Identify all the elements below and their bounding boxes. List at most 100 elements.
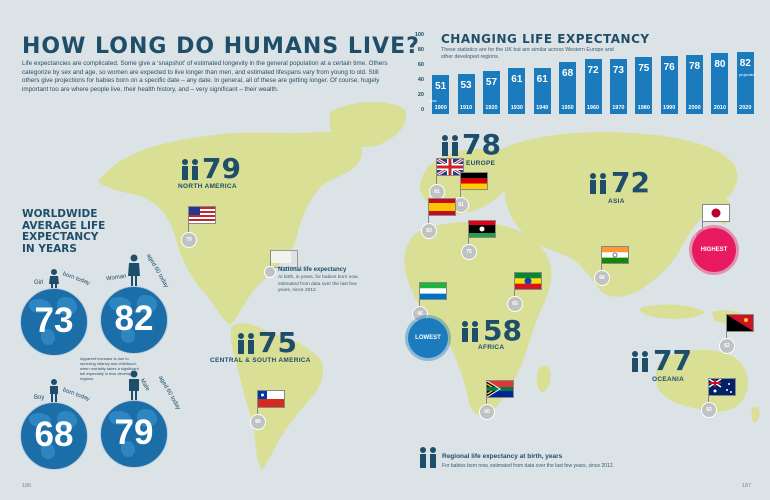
libya-flag-icon: [468, 220, 496, 238]
chart-bar-1950: [559, 62, 577, 114]
chart-tick-label-1920: 1920: [485, 105, 498, 111]
page-title: HOW LONG DO HUMANS LIVE?: [22, 34, 420, 59]
legend-regional-title: Regional life expectancy at birth, years: [442, 453, 563, 460]
man-icon: [129, 370, 139, 402]
land-greenland: [330, 101, 406, 147]
uk-flag-icon: [436, 158, 464, 176]
ytick-100: 100: [414, 32, 424, 38]
woman-icon: [128, 254, 140, 286]
south-africa-flag-icon: [486, 380, 514, 398]
europe-people-icon: [442, 135, 458, 156]
chart-tick-label-1930: 1930: [510, 105, 523, 111]
land-uk: [427, 164, 437, 181]
woman-globe: 82: [100, 286, 168, 354]
chart-tick-label-1910: 1910: [459, 105, 473, 111]
highest-badge: HIGHEST: [692, 228, 736, 272]
chile-flag-icon: [257, 390, 285, 408]
worldwide-title-line2: AVERAGE LIFE: [22, 219, 106, 232]
chart-bar-1980: [635, 57, 653, 114]
chart-bar-value-1940: 61: [536, 73, 548, 85]
oceania-people-icon: [632, 351, 648, 372]
chart-bar-2000: [686, 54, 704, 114]
chart-bar-value-2000: 78: [688, 60, 701, 72]
page-number-right: 187: [742, 483, 752, 489]
oceania-value: 77: [653, 344, 692, 377]
chart-bar-1900: [432, 75, 450, 114]
europe-name: EUROPE: [466, 160, 496, 167]
chart-bar-value-1920: 57: [485, 76, 498, 88]
ytick-20: 20: [417, 92, 424, 98]
south-africa-pin: 60: [479, 404, 495, 420]
asia-name: ASIA: [608, 198, 625, 205]
ytick-0: 0: [420, 107, 424, 113]
csa-name: CENTRAL & SOUTH AMERICA: [210, 357, 311, 364]
chart-projected-label: projected: [738, 71, 756, 77]
chart-bar-1910: [457, 73, 475, 114]
chart-tick-label-1970: 1970: [612, 105, 625, 111]
worldwide-title-line1: WORLDWIDE: [22, 208, 98, 220]
japan-flag-icon: [702, 204, 730, 222]
man-globe: 79: [100, 400, 168, 468]
png-flag-icon: [726, 314, 754, 332]
chart-title: CHANGING LIFE EXPECTANCY: [441, 32, 650, 46]
chart-bar-1940: [533, 67, 551, 114]
chart-bar-value-1910: 53: [460, 79, 472, 91]
india-flag-icon: [601, 246, 629, 264]
chart-bar-value-1950: 68: [562, 68, 574, 80]
chart-tick-label-1940: 1940: [536, 105, 549, 111]
ytick-60: 60: [417, 62, 424, 68]
lowest-badge: LOWEST: [408, 318, 448, 358]
page-number-left: 186: [22, 483, 32, 489]
girl-globe: 73: [20, 288, 88, 356]
chart-bar-value-1990: 76: [663, 62, 675, 74]
legend-national-title: National life expectancy: [278, 267, 347, 273]
chart-tick-label-1950: 1950: [561, 105, 574, 111]
asia-value: 72: [611, 166, 650, 199]
spain-pin: 83: [421, 223, 437, 239]
chart-xlabel: year: [429, 98, 437, 103]
germany-flag-icon: [460, 172, 488, 190]
worldwide-title: WORLDWIDE AVERAGE LIFE EXPECTANCY IN YEA…: [22, 208, 106, 255]
africa-name: AFRICA: [478, 344, 505, 351]
worldwide-note: Apparent increase is due to surviving in…: [80, 356, 139, 381]
intro-paragraph: Life expectancies are complicated. Some …: [22, 60, 388, 93]
boy-icon: [50, 379, 58, 402]
legend-regional-text: For babies born now, estimated from data…: [442, 463, 615, 469]
chart-bar-2010: [711, 53, 729, 114]
land-new-zealand: [751, 406, 760, 423]
chart-tick-label-1990: 1990: [663, 105, 676, 111]
india-pin: 66: [594, 270, 610, 286]
csa-value: 75: [258, 326, 297, 359]
chart-bar-1920: [482, 70, 500, 114]
man-value: 79: [114, 413, 154, 452]
chart-yaxis: 100 80 60 40 20 0: [410, 32, 426, 117]
chart-bar-1970: [609, 58, 627, 114]
land-indonesia: [640, 304, 705, 319]
ytick-40: 40: [417, 77, 424, 83]
legend-people-icon: [420, 447, 436, 468]
chart-bar-1930: [508, 67, 526, 114]
land-africa: [404, 222, 552, 417]
legend-pin-icon: [264, 266, 276, 278]
chart-plot-area: 51 1900 53 1910 57 1920 61 1930 61 1940 68 1950 72 19…: [428, 38, 758, 114]
boy-value: 68: [34, 415, 74, 454]
australia-pin: 83: [701, 402, 717, 418]
north-america-value: 79: [202, 152, 241, 185]
girl-icon: [49, 269, 59, 290]
woman-value: 82: [114, 299, 154, 338]
north-america-people-icon: [182, 159, 198, 180]
chart-bar-value-2020: 82: [739, 57, 751, 69]
worldwide-title-line4: IN YEARS: [22, 242, 77, 255]
chile-pin: 80: [250, 414, 266, 430]
land-asia: [499, 132, 738, 297]
africa-value: 58: [483, 314, 522, 347]
chart-tick-label-2010: 2010: [713, 105, 727, 111]
usa-flag-icon: [188, 206, 216, 224]
libya-pin: 75: [461, 244, 477, 260]
land-australia: [655, 349, 748, 412]
australia-flag-icon: [708, 378, 736, 396]
girl-label: Girl: [34, 280, 44, 286]
chart-bar-1990: [660, 56, 678, 114]
chart-bar-value-1900: 51: [435, 81, 447, 93]
chart-bar-value-1930: 61: [511, 73, 523, 85]
